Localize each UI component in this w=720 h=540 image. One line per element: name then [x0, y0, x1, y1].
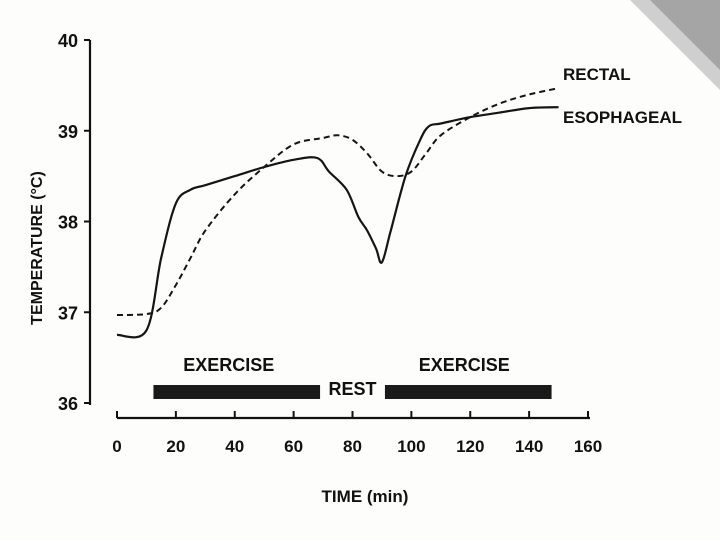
y-axis-ticks: 36 37 38 39 40 [58, 31, 90, 414]
y-tick-label: 37 [58, 303, 78, 323]
y-tick-label: 40 [58, 31, 78, 51]
x-tick-label: 20 [166, 437, 185, 456]
x-tick-label: 160 [574, 437, 602, 456]
phase-layer: EXERCISE REST EXERCISE [153, 355, 552, 399]
series-line-rectal [116, 87, 559, 316]
series-layer [116, 87, 559, 339]
x-tick-label: 100 [397, 437, 425, 456]
x-axis-label: TIME (min) [322, 487, 409, 506]
y-tick-label: 36 [58, 394, 78, 414]
page-corner-dark [650, 0, 720, 70]
x-tick-label: 80 [343, 437, 362, 456]
phase-bar-exercise [153, 385, 321, 399]
phase-label-exercise: EXERCISE [419, 355, 510, 375]
x-tick-label: 140 [515, 437, 543, 456]
series-line-esophageal [116, 106, 559, 339]
phase-label-rest: REST [328, 379, 376, 399]
x-tick-label: 120 [456, 437, 484, 456]
x-axis-ticks: 0 20 40 60 80 100 120 140 160 [112, 411, 602, 456]
y-tick-label: 38 [58, 213, 78, 233]
series-label-rectal: RECTAL [563, 65, 631, 84]
series-label-esophageal: ESOPHAGEAL [563, 108, 682, 127]
phase-label-exercise: EXERCISE [183, 355, 274, 375]
y-axis-label: TEMPERATURE (°C) [29, 171, 46, 325]
x-tick-label: 0 [112, 437, 121, 456]
y-tick-label: 39 [58, 122, 78, 142]
phase-bar-exercise [384, 385, 552, 399]
x-tick-label: 60 [284, 437, 303, 456]
x-tick-label: 40 [225, 437, 244, 456]
